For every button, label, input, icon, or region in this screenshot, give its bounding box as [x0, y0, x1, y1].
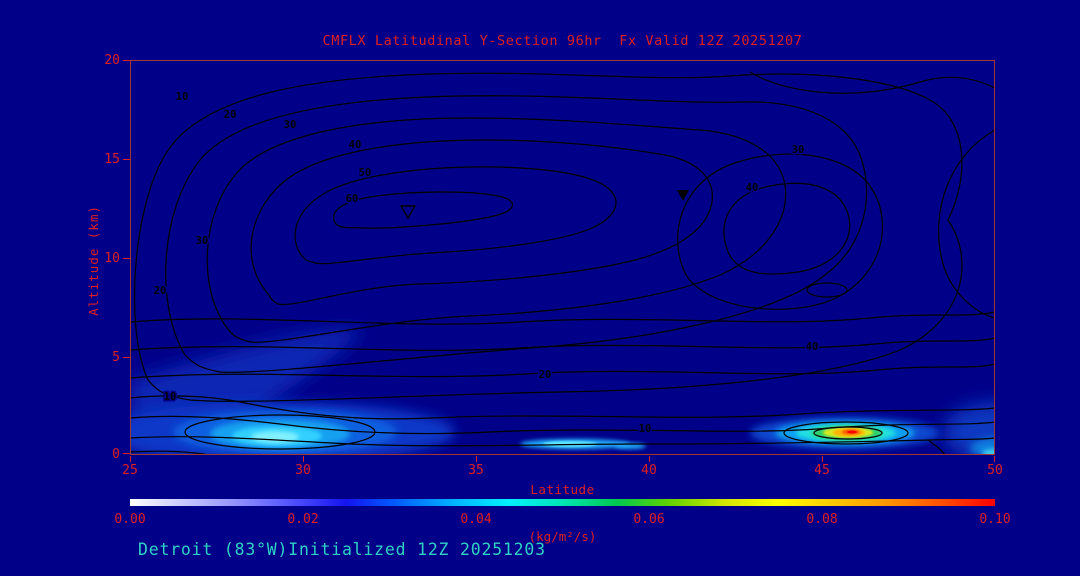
contour-ring-blob-left — [184, 414, 376, 450]
x-tick-label: 50 — [987, 463, 1003, 478]
contour-label: 10 — [164, 391, 177, 403]
colorbar-tick-label: 0.06 — [633, 512, 665, 527]
contour-plot-canvas: 10 20 30 40 50 60 40 30 20 10 10 40 30 2… — [130, 60, 995, 455]
y-tick-label: 15 — [104, 152, 120, 167]
chart-title: CMFLX Latitudinal Y-Section 96hr Fx Vali… — [322, 33, 803, 49]
contour-line-20 — [165, 95, 868, 373]
y-tick-label: 10 — [104, 251, 120, 266]
contour-label: 20 — [539, 369, 552, 381]
x-tick-mark — [822, 456, 823, 462]
contour-line-low-a — [130, 311, 995, 325]
x-axis-label: Latitude — [530, 482, 595, 497]
contour-label: 10 — [176, 91, 189, 103]
contour-label: 40 — [349, 139, 362, 151]
contour-line-10-outer — [133, 72, 963, 402]
contour-line-40 — [250, 139, 713, 306]
contour-line-top-right — [749, 71, 995, 94]
y-tick-label: 5 — [112, 350, 120, 365]
triangle-marker-open — [399, 205, 417, 220]
contour-label: 40 — [746, 182, 759, 194]
contour-lines — [130, 71, 995, 455]
colorbar-gradient — [130, 499, 995, 506]
contour-line-right-edge — [938, 129, 995, 319]
init-annotation: Detroit (83°W)Initialized 12Z 20251203 — [138, 540, 546, 559]
triangle-marker-filled — [677, 190, 689, 201]
shading-patch-right-core — [982, 449, 995, 455]
contour-line-right-30 — [677, 153, 883, 310]
x-tick-mark — [303, 456, 304, 462]
colorbar-tick-label: 0.08 — [806, 512, 838, 527]
y-tick-label: 20 — [104, 53, 120, 68]
contour-ring-hotspot — [783, 421, 909, 445]
contour-line-low-c — [130, 363, 995, 379]
shading-streak-mid-core — [543, 441, 597, 447]
contour-labels: 10 20 30 40 50 60 40 30 20 10 10 40 30 2… — [152, 90, 820, 437]
colorbar-tick-label: 0.02 — [287, 512, 319, 527]
shading-hotspot-peak — [847, 430, 857, 434]
contour-line-30 — [206, 117, 787, 343]
contour-label: 60 — [346, 193, 359, 205]
contour-label: 20 — [224, 109, 237, 121]
contour-line-50 — [294, 166, 617, 265]
x-tick-mark — [649, 456, 650, 462]
contour-label: 50 — [359, 167, 372, 179]
y-tick-mark — [123, 357, 130, 358]
contour-line-low-f — [130, 436, 995, 447]
y-tick-mark — [123, 453, 130, 454]
contour-label: 30 — [196, 235, 209, 247]
y-tick-mark — [123, 258, 130, 259]
contour-label: 10 — [639, 423, 652, 435]
contour-line-60 — [333, 191, 514, 229]
contour-label: 30 — [284, 119, 297, 131]
x-tick-mark — [130, 456, 131, 462]
colorbar-tick-label: 0.10 — [979, 512, 1011, 527]
x-tick-mark — [476, 456, 477, 462]
plot-content: 10 20 30 40 50 60 40 30 20 10 10 40 30 2… — [130, 71, 995, 455]
contour-line-right-40 — [723, 182, 851, 275]
contour-ring-hotspot-inner — [813, 426, 883, 440]
colorbar-tick-label: 0.00 — [114, 512, 146, 527]
contour-line-low-d — [130, 395, 995, 420]
x-tick-label: 30 — [295, 463, 311, 478]
colorbar-tick-label: 0.04 — [460, 512, 492, 527]
x-tick-mark — [994, 456, 995, 462]
x-tick-label: 35 — [468, 463, 484, 478]
contour-line-corner-right — [927, 439, 946, 455]
contour-label: 30 — [792, 144, 805, 156]
contour-line-low-b — [130, 337, 995, 351]
contour-label: 40 — [806, 341, 819, 353]
shaded-field — [130, 329, 995, 455]
x-tick-label: 45 — [814, 463, 830, 478]
plot-frame — [130, 60, 995, 455]
contour-line-low-e — [130, 415, 995, 435]
contour-label: 20 — [154, 285, 167, 297]
x-tick-label: 25 — [122, 463, 138, 478]
y-tick-mark — [123, 159, 130, 160]
y-tick-label: 0 — [112, 447, 120, 462]
contour-ring-right-small — [806, 282, 848, 298]
x-tick-label: 40 — [641, 463, 657, 478]
colorbar-unit-label: (kg/m²/s) — [528, 529, 597, 544]
y-tick-mark — [123, 60, 130, 61]
